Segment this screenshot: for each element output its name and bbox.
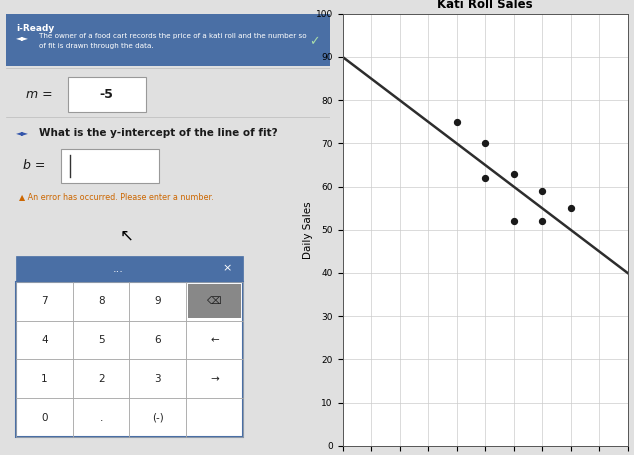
FancyBboxPatch shape bbox=[68, 77, 146, 112]
Point bbox=[566, 205, 576, 212]
Text: b =: b = bbox=[23, 159, 45, 172]
Bar bbox=[16, 359, 73, 399]
Text: ×: × bbox=[222, 264, 231, 273]
Point bbox=[537, 217, 547, 225]
Point bbox=[480, 140, 490, 147]
Text: ✓: ✓ bbox=[309, 35, 320, 48]
Point bbox=[451, 118, 462, 125]
Point bbox=[508, 170, 519, 177]
Text: .: . bbox=[100, 413, 103, 423]
Text: The owner of a food cart records the price of a kati roll and the number so: The owner of a food cart records the pri… bbox=[39, 33, 306, 39]
Bar bbox=[186, 282, 243, 320]
Text: ...: ... bbox=[113, 264, 124, 273]
Bar bbox=[73, 282, 129, 320]
Bar bbox=[129, 399, 186, 437]
Bar bbox=[129, 359, 186, 399]
Text: -5: -5 bbox=[100, 88, 113, 101]
Text: ⌫: ⌫ bbox=[207, 296, 222, 306]
Text: 4: 4 bbox=[41, 335, 48, 345]
Text: 0: 0 bbox=[41, 413, 48, 423]
Text: ◄►: ◄► bbox=[16, 33, 29, 42]
Text: ↖: ↖ bbox=[120, 226, 134, 244]
Text: 2: 2 bbox=[98, 374, 105, 384]
Bar bbox=[73, 359, 129, 399]
Text: →: → bbox=[210, 374, 219, 384]
Text: 3: 3 bbox=[155, 374, 161, 384]
Bar bbox=[73, 399, 129, 437]
FancyBboxPatch shape bbox=[188, 284, 242, 318]
Bar bbox=[186, 320, 243, 359]
Bar bbox=[186, 359, 243, 399]
Title: Kati Roll Sales: Kati Roll Sales bbox=[437, 0, 533, 11]
Bar bbox=[129, 320, 186, 359]
Bar bbox=[73, 320, 129, 359]
Point bbox=[480, 174, 490, 182]
Bar bbox=[16, 399, 73, 437]
FancyBboxPatch shape bbox=[6, 14, 330, 66]
Text: ←: ← bbox=[210, 335, 219, 345]
FancyBboxPatch shape bbox=[16, 282, 243, 437]
Text: ◄►: ◄► bbox=[16, 128, 29, 137]
Bar bbox=[16, 320, 73, 359]
Text: 6: 6 bbox=[155, 335, 161, 345]
Text: 9: 9 bbox=[155, 296, 161, 306]
Text: 5: 5 bbox=[98, 335, 105, 345]
Y-axis label: Daily Sales: Daily Sales bbox=[303, 201, 313, 258]
Bar bbox=[16, 282, 73, 320]
Bar bbox=[129, 282, 186, 320]
Text: 1: 1 bbox=[41, 374, 48, 384]
Point bbox=[537, 187, 547, 195]
Text: of fit is drawn through the data.: of fit is drawn through the data. bbox=[39, 43, 153, 49]
Text: What is the y-intercept of the line of fit?: What is the y-intercept of the line of f… bbox=[39, 127, 277, 137]
Text: (-): (-) bbox=[152, 413, 164, 423]
Text: m =: m = bbox=[26, 88, 53, 101]
FancyBboxPatch shape bbox=[61, 148, 158, 183]
Point bbox=[508, 217, 519, 225]
Text: ▲ An error has occurred. Please enter a number.: ▲ An error has occurred. Please enter a … bbox=[19, 192, 214, 201]
FancyBboxPatch shape bbox=[16, 256, 243, 282]
Text: i-Ready: i-Ready bbox=[16, 24, 55, 33]
Text: 7: 7 bbox=[41, 296, 48, 306]
Text: 8: 8 bbox=[98, 296, 105, 306]
Bar bbox=[186, 399, 243, 437]
